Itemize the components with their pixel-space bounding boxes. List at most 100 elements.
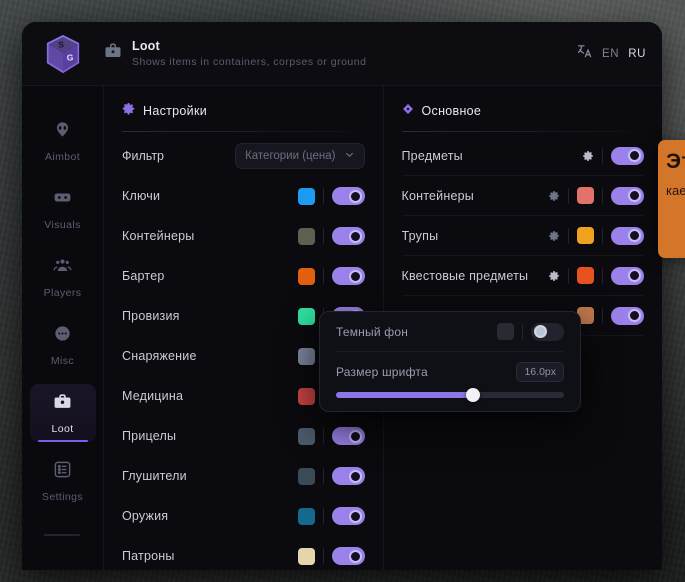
row-color-swatch[interactable] — [297, 467, 315, 485]
sidebar-item-visuals[interactable]: Visuals — [30, 180, 96, 238]
row-color-swatch[interactable] — [297, 547, 315, 565]
row-label: Провизия — [122, 309, 180, 323]
window-header: S G Loot Shows items in containers, corp… — [22, 22, 662, 86]
row-color-swatch[interactable] — [297, 187, 315, 205]
row-toggle[interactable] — [331, 187, 365, 205]
content-area: Настройки Фильтр Категории (цена) Ключи К… — [104, 86, 662, 570]
row-color-swatch[interactable] — [577, 187, 594, 204]
dark-background-toggle[interactable] — [531, 322, 564, 341]
divider — [602, 227, 603, 244]
list-settings-icon — [53, 460, 72, 484]
divider — [322, 188, 324, 204]
page-subtitle: Shows items in containers, corpses or gr… — [132, 56, 367, 68]
main-option-row[interactable]: Контейнеры — [401, 176, 644, 216]
settings-section-header: Настройки — [122, 102, 365, 120]
sidebar-item-settings[interactable]: Settings — [30, 452, 96, 510]
row-color-swatch[interactable] — [297, 387, 315, 405]
briefcase-icon — [53, 392, 72, 416]
loot-category-row[interactable]: Оружия — [122, 496, 365, 536]
main-section-header: Основное — [402, 102, 645, 120]
sidebar-item-label: Misc — [50, 354, 75, 367]
loot-category-row[interactable]: Ключи — [122, 176, 365, 216]
gear-icon[interactable] — [548, 270, 560, 282]
divider — [568, 227, 569, 244]
sidebar-scroll-indicator[interactable] — [44, 534, 80, 536]
font-size-value[interactable]: 16.0px — [516, 362, 564, 382]
sidebar-item-label: Players — [43, 286, 82, 299]
sidebar-item-label: Settings — [41, 490, 84, 503]
dots-circle-icon — [53, 324, 72, 348]
sidebar-item-players[interactable]: Players — [30, 248, 96, 306]
briefcase-icon — [104, 42, 122, 65]
row-toggle[interactable] — [611, 146, 644, 165]
sidebar-item-label: Visuals — [44, 218, 81, 231]
row-toggle[interactable] — [331, 547, 365, 565]
row-toggle[interactable] — [331, 227, 365, 245]
toast-line-1: Эт — [666, 150, 685, 173]
row-color-swatch[interactable] — [297, 347, 315, 365]
row-toggle[interactable] — [611, 226, 644, 245]
loot-category-row[interactable]: Глушители — [122, 456, 365, 496]
main-option-row[interactable]: Трупы — [401, 216, 644, 256]
dark-background-color-swatch[interactable] — [497, 323, 514, 340]
divider — [401, 131, 644, 132]
row-label: Оружия — [122, 509, 169, 523]
divider — [322, 428, 324, 444]
gear-icon[interactable] — [548, 190, 560, 202]
svg-text:S: S — [58, 39, 64, 49]
filter-dropdown[interactable]: Категории (цена) — [235, 143, 365, 169]
divider — [602, 267, 603, 284]
row-toggle[interactable] — [611, 306, 644, 325]
filter-label: Фильтр — [122, 149, 164, 163]
row-color-swatch[interactable] — [297, 267, 315, 285]
divider — [568, 187, 569, 204]
loot-category-row[interactable]: Прицелы — [122, 416, 365, 456]
gear-icon[interactable] — [548, 230, 560, 242]
row-color-swatch[interactable] — [577, 267, 594, 284]
row-color-swatch[interactable] — [297, 507, 315, 525]
loot-category-row[interactable]: Патроны — [122, 536, 365, 570]
section-title: Настройки — [143, 104, 207, 118]
cheat-menu-window: S G Loot Shows items in containers, corp… — [22, 22, 662, 570]
section-title: Основное — [421, 104, 482, 118]
row-toggle[interactable] — [611, 266, 644, 285]
sidebar-item-aimbot[interactable]: Aimbot — [30, 112, 96, 170]
row-label: Ключи — [122, 189, 161, 203]
row-color-swatch[interactable] — [577, 307, 594, 324]
main-option-row[interactable]: Квестовые предметы — [401, 256, 644, 296]
loot-category-row[interactable]: Бартер — [122, 256, 365, 296]
divider — [322, 268, 324, 284]
main-option-row[interactable]: Предметы — [401, 136, 644, 176]
row-label: Патроны — [122, 549, 175, 563]
main-panel: Основное Предметы Контейнеры Трупы Квестовы… — [384, 86, 663, 570]
gear-icon[interactable] — [582, 150, 594, 162]
chevron-down-icon — [344, 149, 355, 163]
row-color-swatch[interactable] — [297, 227, 315, 245]
font-size-slider[interactable] — [336, 388, 564, 402]
sidebar-item-loot[interactable]: Loot — [29, 384, 96, 442]
row-toggle[interactable] — [611, 186, 644, 205]
row-toggle[interactable] — [331, 467, 365, 485]
row-color-swatch[interactable] — [297, 307, 315, 325]
module-title-block: Loot Shows items in containers, corpses … — [104, 39, 366, 68]
sidebar-item-misc[interactable]: Misc — [30, 316, 96, 374]
loot-category-row[interactable]: Контейнеры — [122, 216, 365, 256]
sidebar-item-label: Loot — [51, 422, 74, 435]
lang-ru-button[interactable]: RU — [628, 47, 646, 60]
row-toggle[interactable] — [331, 507, 365, 525]
page-title: Loot — [132, 39, 160, 53]
translate-icon — [576, 43, 593, 65]
notification-toast[interactable]: Эт кае — [658, 140, 685, 258]
divider — [522, 323, 523, 340]
dark-background-label: Темный фон — [336, 324, 409, 339]
lang-en-button[interactable]: EN — [602, 47, 620, 60]
row-color-swatch[interactable] — [577, 227, 594, 244]
main-option-list: Предметы Контейнеры Трупы Квестовые предмет… — [401, 136, 644, 336]
language-switcher[interactable]: EN RU — [576, 43, 646, 65]
slider-thumb[interactable] — [465, 388, 480, 402]
filter-dropdown-value: Категории (цена) — [245, 150, 336, 162]
row-label: Квестовые предметы — [401, 268, 529, 283]
row-color-swatch[interactable] — [297, 427, 315, 445]
row-toggle[interactable] — [331, 427, 365, 445]
row-toggle[interactable] — [331, 267, 365, 285]
